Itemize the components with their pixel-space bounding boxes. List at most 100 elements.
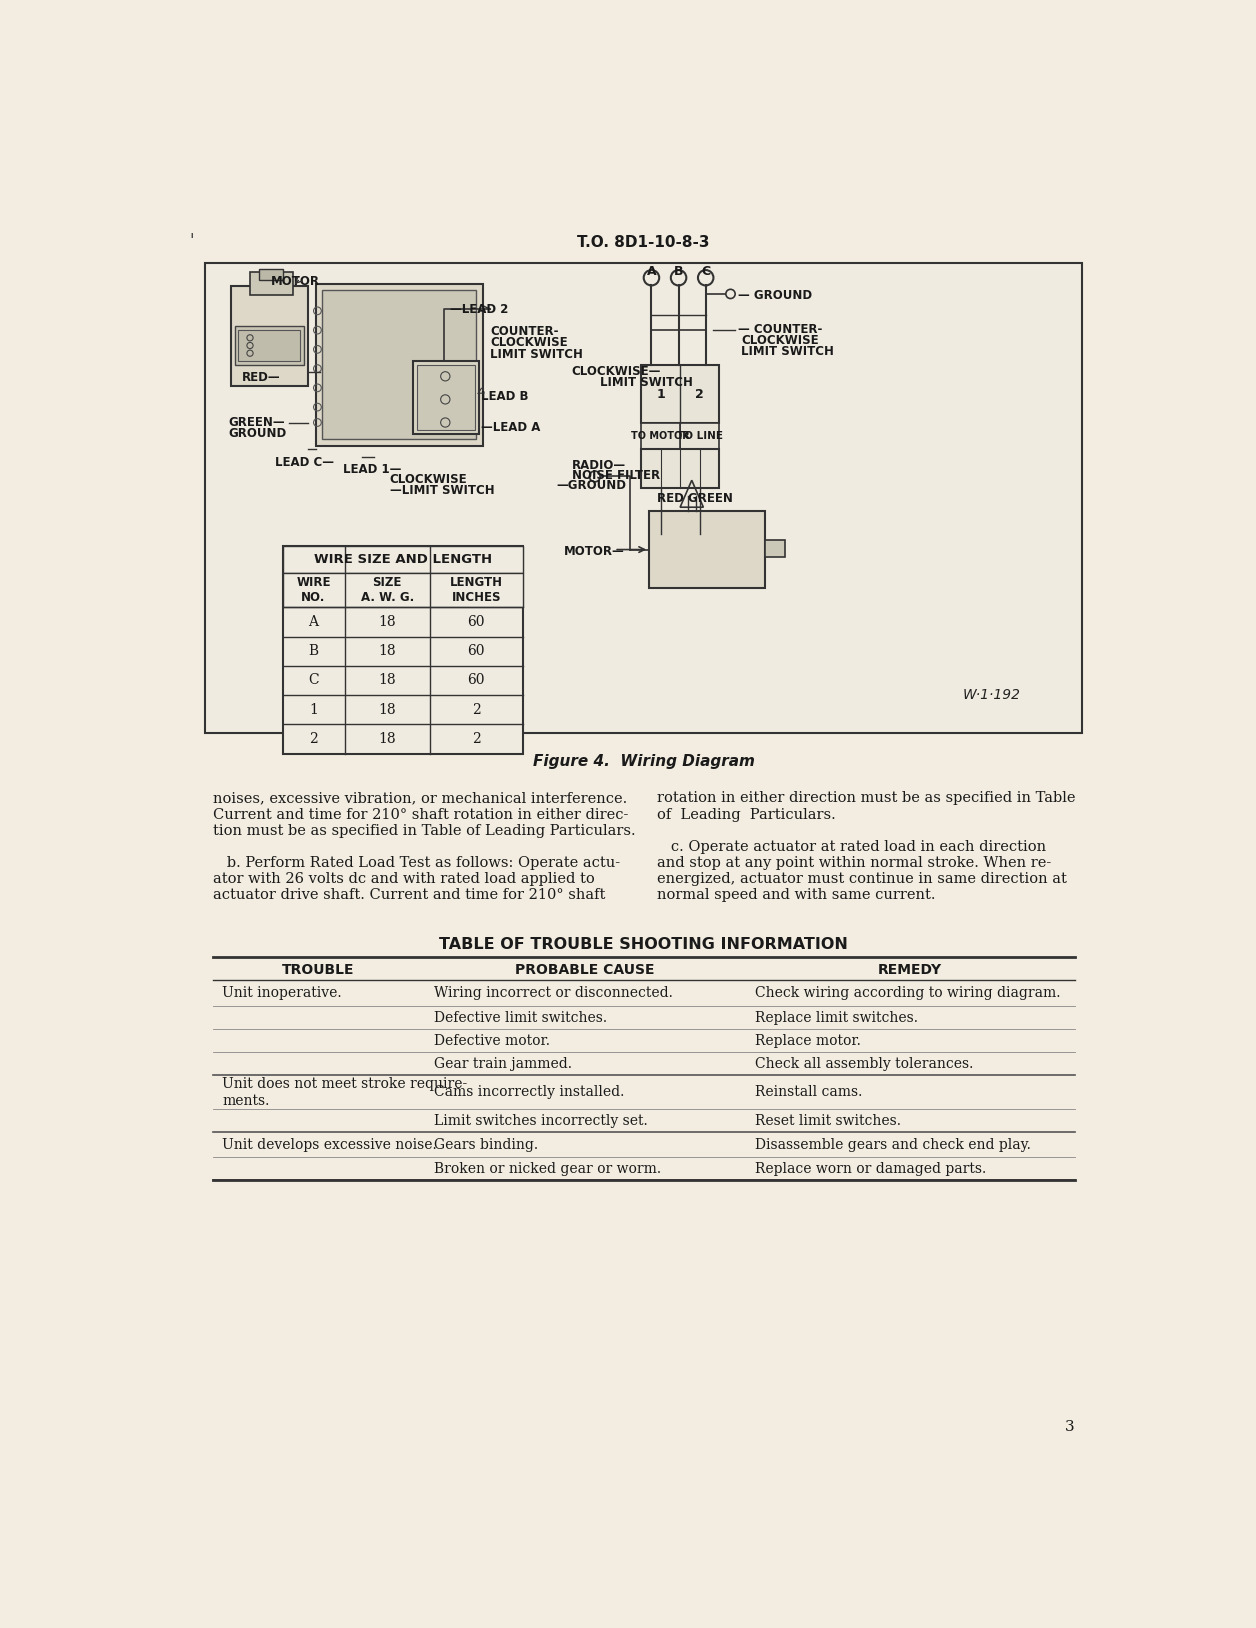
Text: TROUBLE: TROUBLE <box>283 964 355 977</box>
Bar <box>642 449 718 488</box>
Text: — COUNTER-: — COUNTER- <box>739 324 823 335</box>
Text: Gear train jammed.: Gear train jammed. <box>433 1057 571 1071</box>
Text: Reset limit switches.: Reset limit switches. <box>755 1114 902 1128</box>
Bar <box>250 272 293 295</box>
Text: A: A <box>309 615 319 628</box>
Text: c. Operate actuator at rated load in each direction: c. Operate actuator at rated load in eac… <box>657 840 1046 853</box>
Text: CLOCKWISE: CLOCKWISE <box>389 472 467 485</box>
Text: 18: 18 <box>378 703 396 716</box>
Text: 18: 18 <box>378 615 396 628</box>
Text: 2: 2 <box>695 387 703 400</box>
Text: 2: 2 <box>472 703 481 716</box>
Text: NOISE FILTER: NOISE FILTER <box>571 469 659 482</box>
Text: Defective motor.: Defective motor. <box>433 1034 550 1048</box>
Text: Disassemble gears and check end play.: Disassemble gears and check end play. <box>755 1138 1031 1151</box>
Text: LEAD B: LEAD B <box>481 391 529 404</box>
Text: 18: 18 <box>378 733 396 746</box>
Bar <box>681 423 718 449</box>
Text: ': ' <box>190 233 193 249</box>
Text: 2: 2 <box>309 733 318 746</box>
Text: C: C <box>701 265 710 278</box>
Text: SIZE
A. W. G.: SIZE A. W. G. <box>360 576 413 604</box>
Text: Limit switches incorrectly set.: Limit switches incorrectly set. <box>433 1114 647 1128</box>
Text: Replace motor.: Replace motor. <box>755 1034 862 1048</box>
Text: MOTOR—: MOTOR— <box>564 545 624 558</box>
Text: Unit does not meet stroke require-
ments.: Unit does not meet stroke require- ments… <box>222 1076 467 1109</box>
Text: TABLE OF TROUBLE SHOOTING INFORMATION: TABLE OF TROUBLE SHOOTING INFORMATION <box>440 936 848 952</box>
Text: —LIMIT SWITCH: —LIMIT SWITCH <box>389 484 494 497</box>
Text: TO MOTOR: TO MOTOR <box>632 430 690 441</box>
Text: Cams incorrectly installed.: Cams incorrectly installed. <box>433 1086 624 1099</box>
Text: noises, excessive vibration, or mechanical interference.: noises, excessive vibration, or mechanic… <box>212 791 627 806</box>
Text: GREEN—: GREEN— <box>229 417 285 430</box>
Text: Unit develops excessive noise.: Unit develops excessive noise. <box>222 1138 437 1151</box>
Text: and stop at any point within normal stroke. When re-: and stop at any point within normal stro… <box>657 856 1051 869</box>
Text: WIRE
NO.: WIRE NO. <box>296 576 330 604</box>
Text: 18: 18 <box>378 645 396 658</box>
Bar <box>283 573 522 607</box>
Text: Defective limit switches.: Defective limit switches. <box>433 1011 607 1024</box>
Bar <box>322 290 476 440</box>
Text: Figure 4.  Wiring Diagram: Figure 4. Wiring Diagram <box>533 754 755 770</box>
Text: Broken or nicked gear or worm.: Broken or nicked gear or worm. <box>433 1162 661 1175</box>
Text: B: B <box>673 265 683 278</box>
Bar <box>235 326 304 365</box>
Text: Wiring incorrect or disconnected.: Wiring incorrect or disconnected. <box>433 987 672 1000</box>
Text: tion must be as specified in Table of Leading Particulars.: tion must be as specified in Table of Le… <box>212 824 636 838</box>
Text: energized, actuator must continue in same direction at: energized, actuator must continue in sam… <box>657 873 1066 886</box>
Text: LEAD 1—: LEAD 1— <box>343 464 402 477</box>
Text: Replace limit switches.: Replace limit switches. <box>755 1011 918 1024</box>
Text: Replace worn or damaged parts.: Replace worn or damaged parts. <box>755 1162 986 1175</box>
Text: WIRE SIZE AND LENGTH: WIRE SIZE AND LENGTH <box>314 554 492 567</box>
Text: Gears binding.: Gears binding. <box>433 1138 538 1151</box>
Bar <box>417 365 475 430</box>
Bar <box>642 423 681 449</box>
Bar <box>642 365 718 423</box>
Text: b. Perform Rated Load Test as follows: Operate actu-: b. Perform Rated Load Test as follows: O… <box>212 856 620 869</box>
Text: CLOCKWISE: CLOCKWISE <box>741 334 819 347</box>
Text: 60: 60 <box>467 674 485 687</box>
Text: actuator drive shaft. Current and time for 210° shaft: actuator drive shaft. Current and time f… <box>212 889 605 902</box>
Bar <box>239 330 300 361</box>
Text: RADIO—: RADIO— <box>571 459 625 472</box>
Bar <box>413 361 479 435</box>
Text: —LEAD 2: —LEAD 2 <box>450 303 509 316</box>
Bar <box>315 283 482 446</box>
Text: W·1·192: W·1·192 <box>963 689 1021 702</box>
Text: B: B <box>309 645 319 658</box>
Bar <box>259 269 283 280</box>
Text: TO LINE: TO LINE <box>677 430 722 441</box>
Text: 1: 1 <box>309 703 318 716</box>
Text: LIMIT SWITCH: LIMIT SWITCH <box>600 376 693 389</box>
Text: A: A <box>647 265 657 278</box>
Text: T.O. 8D1-10-8-3: T.O. 8D1-10-8-3 <box>578 236 710 251</box>
Text: Current and time for 210° shaft rotation in either direc-: Current and time for 210° shaft rotation… <box>212 807 628 822</box>
Text: 3: 3 <box>1065 1420 1075 1434</box>
Text: ator with 26 volts dc and with rated load applied to: ator with 26 volts dc and with rated loa… <box>212 873 594 886</box>
Text: CLOCKWISE: CLOCKWISE <box>490 337 568 350</box>
Bar <box>765 540 785 557</box>
Text: PROBABLE CAUSE: PROBABLE CAUSE <box>515 964 654 977</box>
Text: rotation in either direction must be as specified in Table: rotation in either direction must be as … <box>657 791 1075 806</box>
Text: Reinstall cams.: Reinstall cams. <box>755 1086 863 1099</box>
Text: LIMIT SWITCH: LIMIT SWITCH <box>741 345 834 358</box>
Bar <box>283 545 522 573</box>
Text: normal speed and with same current.: normal speed and with same current. <box>657 889 936 902</box>
Text: C: C <box>308 674 319 687</box>
Text: RED—: RED— <box>242 371 281 384</box>
Text: MOTOR: MOTOR <box>271 275 320 288</box>
Text: LEAD C—: LEAD C— <box>275 456 334 469</box>
Text: REMEDY: REMEDY <box>878 964 942 977</box>
Text: RED GREEN: RED GREEN <box>657 492 732 505</box>
Text: GROUND: GROUND <box>229 427 286 440</box>
Bar <box>649 511 765 588</box>
Text: CLOCKWISE—: CLOCKWISE— <box>571 365 661 378</box>
Text: 18: 18 <box>378 674 396 687</box>
Bar <box>231 287 308 386</box>
Text: 60: 60 <box>467 645 485 658</box>
Text: of  Leading  Particulars.: of Leading Particulars. <box>657 807 835 822</box>
Text: COUNTER-: COUNTER- <box>490 324 559 337</box>
Text: LENGTH
INCHES: LENGTH INCHES <box>450 576 502 604</box>
Text: 1: 1 <box>657 387 666 400</box>
Text: Check all assembly tolerances.: Check all assembly tolerances. <box>755 1057 973 1071</box>
